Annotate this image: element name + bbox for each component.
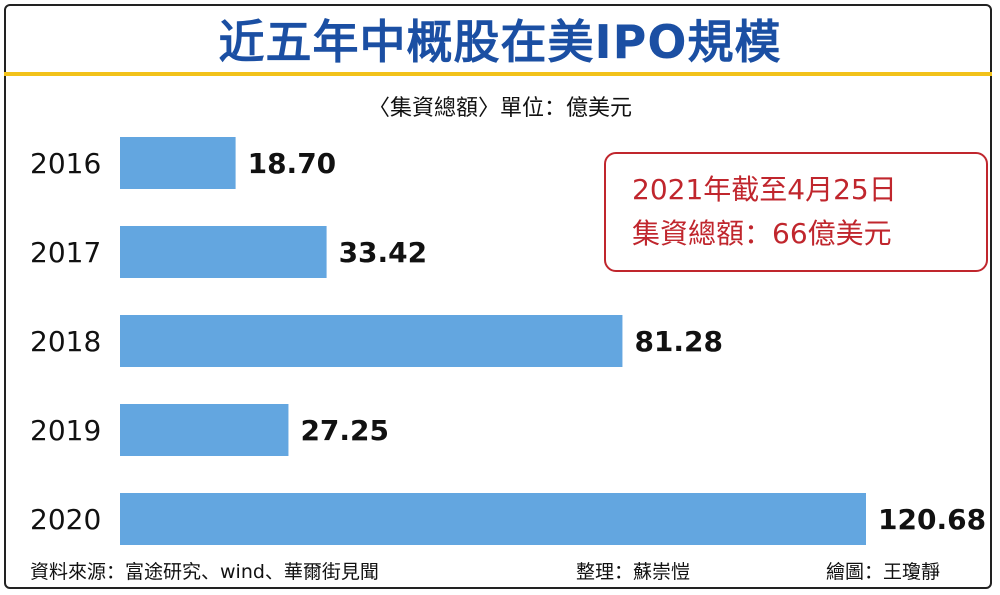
bar-2019 <box>120 404 289 456</box>
value-label-2019: 27.25 <box>300 414 389 447</box>
footer-artist: 繪圖：王瓊靜 <box>826 561 941 583</box>
bar-2020 <box>120 493 866 545</box>
callout-line-date: 2021年截至4月25日 <box>632 173 897 206</box>
value-label-2017: 33.42 <box>339 236 428 269</box>
bar-2018 <box>120 315 623 367</box>
category-label-2019: 2019 <box>30 414 101 447</box>
category-label-2020: 2020 <box>30 503 101 536</box>
category-label-2018: 2018 <box>30 325 101 358</box>
bar-2017 <box>120 226 327 278</box>
callout-box: 2021年截至4月25日 集資總額：66億美元 <box>604 152 988 272</box>
unit-label: 〈集資總額〉單位：億美元 <box>367 96 632 121</box>
footer-editor: 整理：蘇崇愷 <box>576 561 691 583</box>
callout-line-total: 集資總額：66億美元 <box>632 217 892 250</box>
title-divider <box>4 72 992 76</box>
value-label-2018: 81.28 <box>634 325 723 358</box>
value-label-2016: 18.70 <box>248 147 337 180</box>
category-label-2017: 2017 <box>30 236 101 269</box>
chart-title: 近五年中概股在美IPO規模 <box>218 15 782 69</box>
category-label-2016: 2016 <box>30 147 101 180</box>
footer-source: 資料來源：富途研究、wind、華爾街見聞 <box>30 561 379 583</box>
chart-frame <box>4 4 992 589</box>
value-label-2020: 120.68 <box>878 503 986 536</box>
bar-2016 <box>120 137 236 189</box>
